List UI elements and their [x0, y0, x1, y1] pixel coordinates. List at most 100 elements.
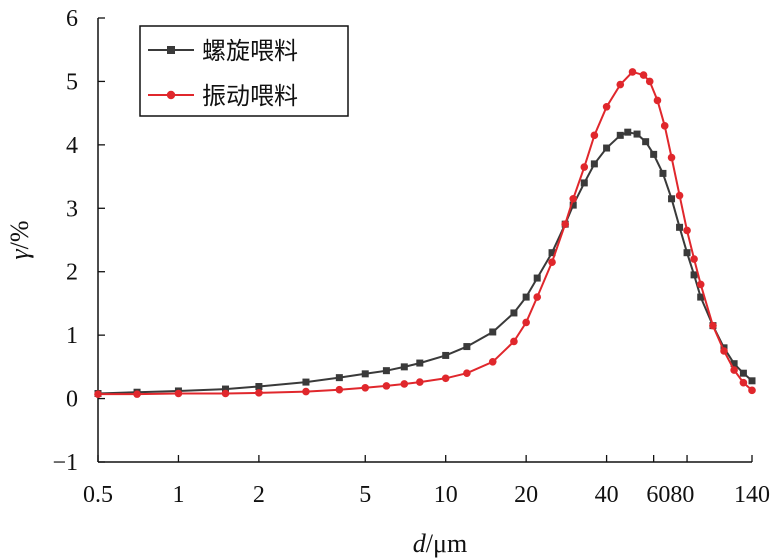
y-tick-label: 5: [66, 69, 78, 95]
data-point: [616, 80, 625, 89]
data-point: [255, 383, 263, 391]
data-point: [659, 169, 667, 177]
data-point: [645, 77, 654, 86]
data-point: [676, 223, 684, 231]
legend-box: [139, 25, 349, 117]
y-axis-title: γ/%: [5, 220, 34, 259]
data-point: [667, 153, 676, 162]
data-point: [739, 378, 748, 387]
x-tick-label: 6080: [646, 482, 694, 508]
data-point: [442, 351, 450, 359]
data-point: [548, 249, 556, 257]
legend-label: 振动喂料: [202, 82, 298, 110]
data-point: [335, 385, 344, 394]
data-point: [302, 378, 310, 386]
series-line: [97, 131, 753, 395]
data-point: [616, 131, 624, 139]
y-tick-label: 4: [66, 133, 78, 159]
data-point: [463, 343, 471, 351]
data-point: [133, 390, 141, 398]
data-point: [720, 347, 728, 355]
data-point: [361, 383, 370, 392]
legend-marker: [166, 90, 176, 100]
data-point: [561, 220, 570, 228]
data-point: [675, 191, 684, 200]
data-point: [463, 369, 471, 378]
data-point: [683, 249, 691, 257]
data-point: [302, 387, 310, 396]
data-point: [94, 390, 102, 398]
x-tick-label: 2: [253, 482, 265, 508]
data-point: [533, 293, 542, 301]
data-point: [696, 280, 705, 289]
x-tick-label: 0.5: [83, 482, 113, 508]
data-point: [650, 150, 658, 158]
data-point: [510, 309, 518, 317]
y-tick-label: 3: [66, 196, 78, 222]
data-point: [400, 380, 409, 388]
series-layer: [94, 68, 756, 398]
data-point: [522, 293, 530, 301]
data-point: [730, 366, 738, 374]
data-point: [382, 367, 390, 375]
x-tick-label: 1: [172, 482, 184, 508]
y-tick-label: 6: [66, 6, 78, 32]
data-point: [522, 318, 530, 327]
series-1: [94, 128, 756, 397]
data-point: [569, 201, 577, 209]
y-tick-label: −1: [52, 450, 78, 476]
data-point: [382, 382, 391, 390]
x-tick-label: 5: [359, 482, 371, 508]
data-point: [548, 258, 556, 267]
data-point: [653, 96, 662, 105]
data-point: [335, 374, 343, 382]
data-point: [668, 195, 676, 203]
data-point: [642, 138, 650, 146]
legend-label: 螺旋喂料: [202, 37, 298, 65]
data-point: [730, 360, 738, 368]
data-point: [639, 71, 648, 79]
data-point: [602, 103, 611, 111]
axes: −1 0 1 2 3 4 5 6 0.5 1 2 5 10 20 40 6080 140: [52, 6, 770, 508]
data-point: [709, 321, 717, 330]
series-2: [94, 68, 756, 398]
data-point: [660, 122, 669, 130]
data-point: [415, 378, 424, 386]
data-point: [739, 369, 747, 377]
series-line: [98, 70, 753, 396]
legend-marker: [167, 46, 175, 54]
data-point: [441, 374, 450, 383]
y-tick-label: 0: [66, 387, 78, 413]
x-axis-title: d/μm: [413, 529, 467, 558]
y-tick-label: 1: [66, 323, 78, 349]
data-point: [489, 328, 497, 336]
data-point: [361, 370, 369, 378]
data-point: [590, 131, 599, 140]
data-point: [748, 386, 756, 395]
data-point: [580, 163, 589, 171]
x-tick-label: 10: [434, 482, 458, 508]
data-point: [580, 179, 588, 187]
data-point: [222, 385, 230, 393]
data-point: [510, 337, 518, 346]
data-point: [416, 359, 424, 367]
y-tick-label: 2: [66, 260, 78, 286]
data-point: [603, 144, 611, 152]
data-point: [690, 255, 698, 263]
data-point: [690, 271, 698, 279]
x-tick-label: 20: [514, 482, 538, 508]
x-tick-label: 40: [595, 482, 619, 508]
x-tick-label: 140: [734, 482, 770, 508]
data-point: [697, 293, 705, 301]
data-point: [633, 130, 641, 138]
data-point: [255, 389, 263, 397]
data-point: [628, 68, 637, 76]
data-point: [174, 389, 183, 398]
data-point: [683, 226, 691, 235]
data-point: [533, 274, 541, 282]
data-point: [488, 357, 497, 366]
data-point: [569, 194, 578, 203]
